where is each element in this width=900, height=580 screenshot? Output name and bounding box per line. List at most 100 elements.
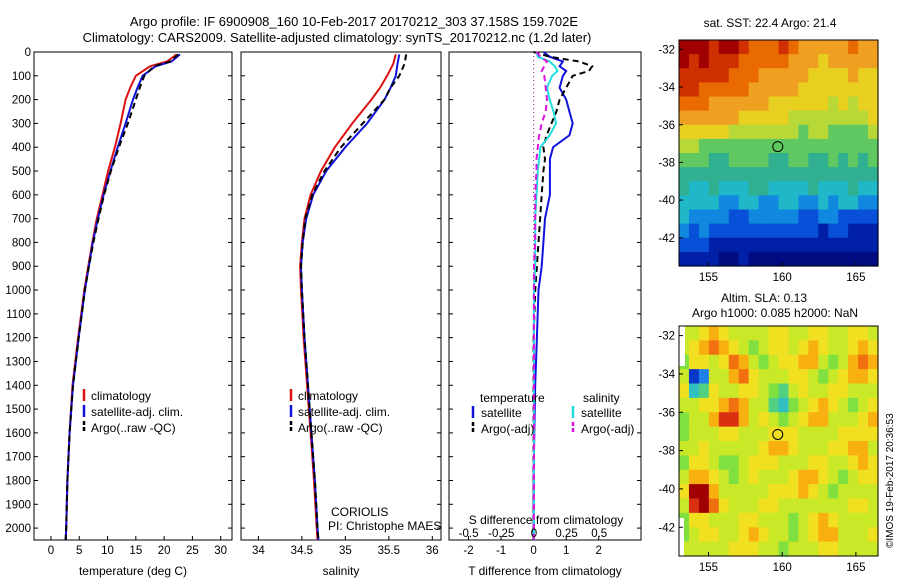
heatmap-cell <box>848 251 859 267</box>
heatmap-cell <box>798 237 809 253</box>
heatmap-cell <box>778 68 790 83</box>
y-tick-label: 0 <box>25 47 31 59</box>
heatmap-cell <box>858 68 869 83</box>
heatmap-cell <box>718 167 730 182</box>
heatmap-cell <box>728 383 740 399</box>
heatmap-cell <box>818 82 829 98</box>
heatmap-cell <box>679 498 690 514</box>
heatmap-cell <box>828 153 839 168</box>
heatmap-cell <box>778 512 790 528</box>
heatmap-cell <box>788 527 799 543</box>
y-tick-label: -38 <box>658 157 675 169</box>
heatmap-cell <box>808 223 819 239</box>
heatmap-cell <box>718 153 730 168</box>
heatmap-cell <box>698 153 710 168</box>
heatmap-cell <box>738 251 750 267</box>
heatmap-cell <box>708 354 720 370</box>
difference-profile-panel: -2 -1 0 1 2 T difference from climatology -0.5… <box>448 51 642 578</box>
heatmap-cell <box>788 54 799 69</box>
heatmap-cell <box>818 383 829 399</box>
heatmap-cell <box>768 124 780 140</box>
heatmap-cell <box>688 167 700 182</box>
heatmap-cell <box>728 412 740 428</box>
heatmap-cell <box>848 237 859 253</box>
heatmap-cell <box>698 195 710 211</box>
heatmap-cell <box>758 354 770 370</box>
heatmap-cell <box>778 124 790 140</box>
heatmap-cell <box>738 124 750 140</box>
heatmap-cell <box>838 124 849 140</box>
heatmap-cell <box>698 138 710 154</box>
heatmap-cell <box>698 326 710 341</box>
heatmap-cell <box>738 469 750 485</box>
heatmap-cell <box>848 68 859 83</box>
heatmap-cell <box>838 340 849 356</box>
heatmap-cell <box>828 369 839 385</box>
heatmap-cell <box>828 181 839 196</box>
heatmap-cell <box>858 223 869 239</box>
heatmap-cell <box>868 455 879 471</box>
heatmap-cell <box>708 469 720 485</box>
heatmap-cell <box>679 369 690 385</box>
heatmap-cell <box>688 469 700 485</box>
heatmap-cell <box>858 441 869 456</box>
heatmap-cell <box>758 40 770 55</box>
heatmap-cell <box>778 110 790 126</box>
heatmap-cell <box>838 498 849 514</box>
heatmap-cell <box>808 167 819 182</box>
heatmap-cell <box>708 498 720 514</box>
heatmap-cell <box>838 68 849 83</box>
heatmap-cell <box>778 251 790 267</box>
heatmap-cell <box>748 209 760 225</box>
heatmap-cell <box>688 237 700 253</box>
heatmap-cell <box>778 369 790 385</box>
heatmap-cell <box>818 54 829 69</box>
heatmap-cell <box>768 512 780 528</box>
heatmap-cell <box>748 82 760 98</box>
heatmap-cell <box>798 527 809 543</box>
x-tick-label: 155 <box>699 562 718 574</box>
heatmap-cell <box>679 68 690 83</box>
heatmap-cell <box>708 40 720 55</box>
heatmap-cell <box>698 383 710 399</box>
heatmap-cell <box>828 40 839 55</box>
heatmap-cell <box>798 223 809 239</box>
heatmap-cell <box>698 167 710 182</box>
heatmap-cell <box>738 110 750 126</box>
heatmap-cell <box>838 441 849 456</box>
heatmap-cell <box>808 96 819 112</box>
heatmap-cell <box>728 340 740 356</box>
heatmap-cell <box>868 541 879 557</box>
heatmap-cell <box>788 82 799 98</box>
heatmap-cell <box>818 354 829 370</box>
heatmap-cell <box>718 326 730 341</box>
heatmap-cell <box>858 167 869 182</box>
heatmap-cell <box>748 326 760 341</box>
heatmap-cell <box>858 455 869 471</box>
heatmap-cell <box>808 40 819 55</box>
heatmap-cell <box>858 383 869 399</box>
heatmap-cell <box>758 498 770 514</box>
heatmap-cell <box>808 369 819 385</box>
heatmap-cell <box>788 40 799 55</box>
heatmap-cell <box>708 153 720 168</box>
heatmap-cell <box>828 426 839 442</box>
y-tick-label: 600 <box>12 190 31 202</box>
heatmap-cell <box>828 498 839 514</box>
heatmap-cell <box>858 54 869 69</box>
heatmap-cell <box>848 209 859 225</box>
heatmap-cell <box>858 426 869 442</box>
heatmap-cell <box>808 110 819 126</box>
heatmap-cell <box>798 209 809 225</box>
heatmap-cell <box>868 340 879 356</box>
heatmap-cell <box>728 498 740 514</box>
heatmap-cell <box>728 354 740 370</box>
heatmap-cell <box>698 397 710 413</box>
heatmap-cell <box>838 484 849 500</box>
heatmap-cell <box>838 96 849 112</box>
x-tick-label: 5 <box>76 545 82 557</box>
heatmap-cell <box>688 54 700 69</box>
x-tick-label: 34.5 <box>291 545 313 557</box>
heatmap-cell <box>688 138 700 154</box>
heatmap-cell <box>778 527 790 543</box>
